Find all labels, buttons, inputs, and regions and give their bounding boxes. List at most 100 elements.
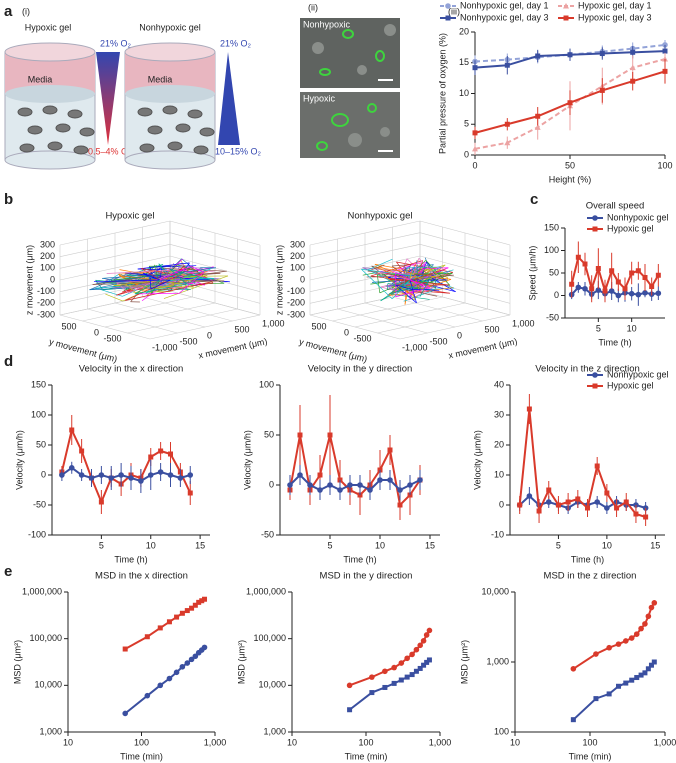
- marker: [565, 499, 571, 505]
- y-axis-label: MSD (μm²): [459, 640, 469, 684]
- x-tick-label: 10: [602, 540, 612, 550]
- marker: [407, 482, 413, 488]
- marker: [157, 682, 164, 689]
- trajectory: [370, 260, 423, 277]
- marker: [655, 290, 662, 297]
- trajectory: [150, 279, 171, 290]
- trajectory: [96, 267, 216, 284]
- marker: [629, 64, 636, 71]
- z-tick-label: -200: [287, 298, 305, 308]
- y-tick-label: 20: [459, 26, 469, 36]
- background-cells: [312, 24, 396, 147]
- marker: [642, 275, 648, 280]
- marker: [623, 680, 629, 686]
- marker: [534, 124, 541, 130]
- marker: [317, 472, 323, 478]
- marker: [638, 625, 644, 632]
- trajectory: [416, 260, 424, 280]
- trajectory: [149, 276, 152, 290]
- grid-line: [169, 290, 261, 316]
- marker: [630, 78, 636, 84]
- cell: [147, 125, 163, 135]
- grid-line: [419, 232, 511, 257]
- grid-line: [419, 220, 511, 246]
- legend-label: Hypoxic gel: [607, 380, 654, 390]
- marker: [138, 478, 144, 484]
- trajectory: [134, 283, 187, 295]
- marker: [327, 432, 333, 438]
- marker: [404, 674, 410, 680]
- z-tick-label: 100: [290, 263, 305, 273]
- z-axis-label: z movement (μm): [24, 245, 34, 315]
- marker: [167, 472, 174, 478]
- cell: [42, 105, 58, 115]
- chart-title: MSD in the y direction: [320, 571, 413, 582]
- marker: [642, 290, 648, 296]
- y-axis-label: MSD (μm²): [236, 640, 246, 684]
- marker: [570, 717, 576, 723]
- y-tick-label: 1,000: [486, 656, 509, 666]
- cell: [167, 141, 183, 151]
- series-line: [349, 629, 431, 687]
- marker: [622, 638, 629, 644]
- y-tick-label: -10: [491, 529, 504, 539]
- marker: [187, 490, 193, 496]
- trajectory: [159, 266, 192, 281]
- trajectory: [377, 274, 381, 293]
- y-tick-label: 0: [269, 479, 274, 489]
- marker: [609, 268, 615, 274]
- x-tick-label: 15: [195, 540, 205, 550]
- cells: [316, 29, 385, 151]
- y-tick-label: 20: [494, 439, 504, 449]
- marker: [168, 451, 173, 457]
- x-axis-label: Time (min): [569, 751, 612, 761]
- marker: [413, 668, 419, 674]
- x-axis-label: Time (h): [114, 554, 147, 564]
- plot-title: Hypoxic gel: [105, 211, 154, 222]
- marker: [297, 472, 303, 478]
- marker: [623, 499, 629, 505]
- marker: [594, 499, 600, 505]
- trajectory: [391, 293, 430, 300]
- legend-label: Hypoxic gel, day 3: [578, 12, 652, 22]
- gel-top: [125, 85, 215, 103]
- trajectory: [415, 290, 450, 294]
- marker: [599, 51, 605, 57]
- marker: [417, 477, 423, 483]
- marker: [417, 642, 423, 649]
- z-tick-label: -300: [287, 309, 305, 319]
- marker: [144, 634, 150, 640]
- trajectory: [92, 280, 225, 285]
- marker: [297, 432, 303, 438]
- trajectory: [417, 266, 437, 272]
- x-tick-label: 500: [235, 324, 250, 334]
- trajectory: [159, 279, 183, 288]
- x-tick-label: 15: [425, 540, 435, 550]
- grid-line: [392, 296, 483, 322]
- gel-hypoxic: Hypoxic gel Media 21% O₂ 0.5–4% O₂: [4, 22, 132, 170]
- marker: [651, 659, 657, 665]
- gel-top: [5, 85, 95, 103]
- z-tick-label: -100: [287, 286, 305, 296]
- trajectory: [133, 291, 171, 293]
- grid-line: [59, 244, 171, 269]
- z-tick-label: 300: [40, 239, 55, 249]
- grid-line: [419, 290, 511, 316]
- marker: [635, 291, 642, 298]
- trajectory: [157, 274, 208, 290]
- marker: [593, 651, 599, 657]
- x-axis-label: Time (h): [343, 554, 376, 564]
- marker: [642, 670, 648, 676]
- marker: [59, 472, 65, 478]
- cylinder-top: [124, 42, 216, 62]
- trajectory: [190, 266, 205, 273]
- marker: [570, 665, 577, 672]
- marker: [628, 290, 635, 297]
- marker: [638, 672, 644, 678]
- grid-line: [82, 296, 193, 322]
- trajectory: [409, 279, 417, 304]
- marker: [397, 487, 403, 493]
- y-axis-label: Velocity (μm/h): [472, 430, 482, 490]
- microscopy: Nonhypoxic Hypoxic: [300, 18, 400, 158]
